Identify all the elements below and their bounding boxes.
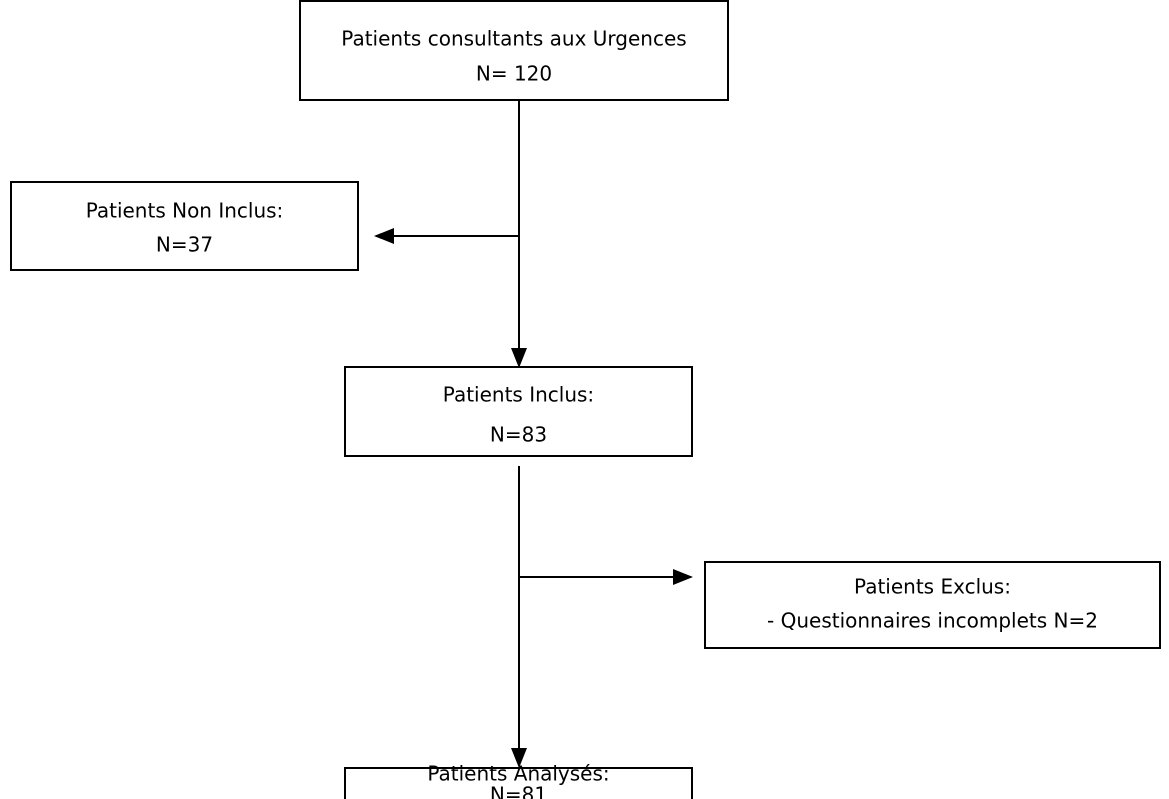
node-label: Patients Inclus:	[443, 383, 594, 407]
node-label: Patients consultants aux Urgences	[341, 27, 686, 51]
node-label: Patients Analysés:	[427, 762, 609, 786]
node-label: N=37	[156, 233, 213, 257]
node-box	[10, 181, 359, 271]
node-box	[344, 366, 693, 457]
node-label: N=83	[490, 423, 547, 447]
node-box	[344, 767, 693, 799]
node-label: Patients Exclus:	[854, 575, 1011, 599]
node-label: N=81	[490, 783, 547, 799]
node-label: - Questionnaires incomplets N=2	[767, 609, 1098, 633]
node-box	[299, 0, 729, 101]
node-label: Patients Non Inclus:	[86, 199, 284, 223]
node-label: N= 120	[476, 62, 552, 86]
node-box	[704, 561, 1161, 649]
